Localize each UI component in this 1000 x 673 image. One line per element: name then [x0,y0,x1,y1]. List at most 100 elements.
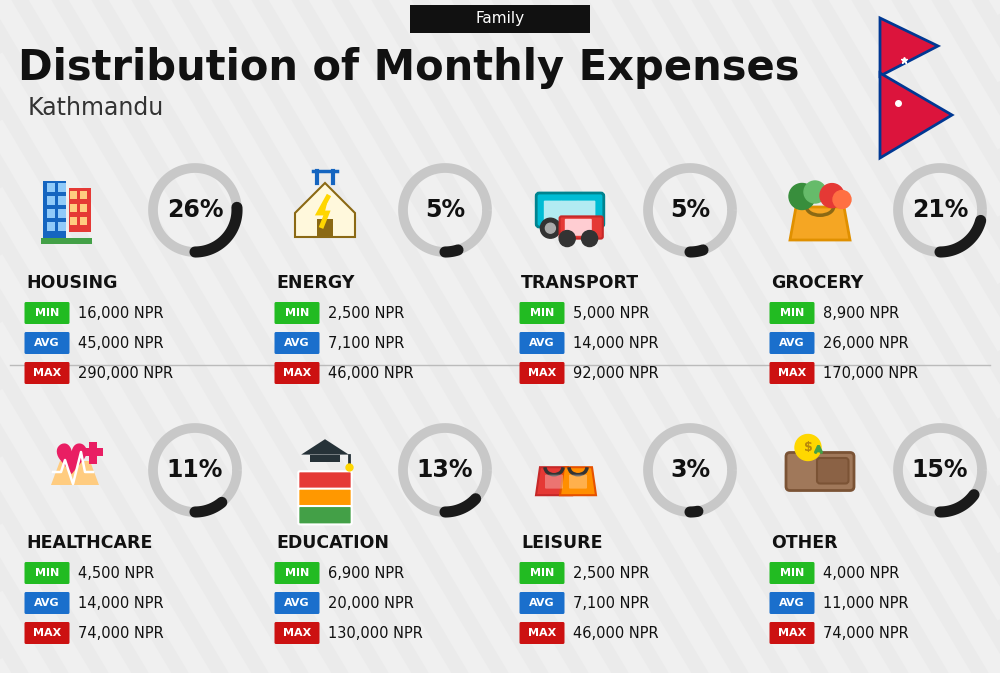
Text: MAX: MAX [778,368,806,378]
FancyBboxPatch shape [536,193,604,227]
Circle shape [580,223,590,234]
FancyBboxPatch shape [545,474,563,489]
Circle shape [789,184,815,209]
Polygon shape [51,461,99,485]
FancyBboxPatch shape [770,562,814,584]
Text: 13%: 13% [417,458,473,482]
FancyBboxPatch shape [520,302,564,324]
Text: 290,000 NPR: 290,000 NPR [78,365,173,380]
Text: EDUCATION: EDUCATION [276,534,389,552]
Polygon shape [790,207,850,240]
Circle shape [575,218,595,238]
Polygon shape [295,183,355,237]
Text: 8,900 NPR: 8,900 NPR [823,306,899,320]
FancyBboxPatch shape [520,362,564,384]
FancyBboxPatch shape [24,302,70,324]
FancyBboxPatch shape [24,332,70,354]
FancyBboxPatch shape [770,592,814,614]
Text: AVG: AVG [34,598,60,608]
FancyBboxPatch shape [298,506,352,524]
FancyBboxPatch shape [569,474,587,489]
Circle shape [795,435,821,460]
Text: MAX: MAX [778,628,806,638]
Text: 2,500 NPR: 2,500 NPR [328,306,404,320]
Text: 5%: 5% [670,198,710,222]
FancyBboxPatch shape [317,219,333,237]
FancyBboxPatch shape [89,441,97,464]
Text: TRANSPORT: TRANSPORT [521,274,639,292]
FancyBboxPatch shape [770,302,814,324]
FancyBboxPatch shape [274,302,320,324]
FancyBboxPatch shape [274,362,320,384]
Text: 46,000 NPR: 46,000 NPR [573,625,659,641]
FancyBboxPatch shape [58,209,66,218]
Text: MAX: MAX [528,628,556,638]
Polygon shape [536,467,572,495]
Text: AVG: AVG [284,598,310,608]
FancyBboxPatch shape [80,191,87,199]
FancyBboxPatch shape [58,222,66,231]
Text: MIN: MIN [35,308,59,318]
Text: 26,000 NPR: 26,000 NPR [823,336,909,351]
Text: OTHER: OTHER [771,534,838,552]
Text: MAX: MAX [528,368,556,378]
Polygon shape [319,195,329,228]
Text: AVG: AVG [779,338,805,348]
Circle shape [820,184,844,207]
Text: 74,000 NPR: 74,000 NPR [823,625,909,641]
FancyBboxPatch shape [69,188,91,232]
Text: 20,000 NPR: 20,000 NPR [328,596,414,610]
Text: HEALTHCARE: HEALTHCARE [26,534,152,552]
FancyBboxPatch shape [47,196,55,205]
Text: 74,000 NPR: 74,000 NPR [78,625,164,641]
FancyBboxPatch shape [80,204,87,212]
Text: MIN: MIN [530,308,554,318]
Text: HOUSING: HOUSING [26,274,118,292]
Text: 170,000 NPR: 170,000 NPR [823,365,918,380]
Text: 26%: 26% [167,198,223,222]
Polygon shape [560,467,596,495]
Text: 45,000 NPR: 45,000 NPR [78,336,164,351]
Text: $: $ [804,441,812,454]
FancyBboxPatch shape [47,222,55,231]
Circle shape [582,231,598,246]
Text: Distribution of Monthly Expenses: Distribution of Monthly Expenses [18,47,800,89]
Text: 16,000 NPR: 16,000 NPR [78,306,164,320]
FancyBboxPatch shape [410,5,590,33]
Text: AVG: AVG [779,598,805,608]
FancyBboxPatch shape [770,362,814,384]
FancyBboxPatch shape [274,592,320,614]
Text: MAX: MAX [33,368,61,378]
Text: 92,000 NPR: 92,000 NPR [573,365,659,380]
Text: MIN: MIN [285,568,309,578]
FancyBboxPatch shape [817,458,848,483]
FancyBboxPatch shape [24,362,70,384]
FancyBboxPatch shape [70,191,77,199]
FancyBboxPatch shape [770,622,814,644]
Text: MAX: MAX [33,628,61,638]
FancyBboxPatch shape [47,209,55,218]
Polygon shape [301,439,349,454]
Text: 4,000 NPR: 4,000 NPR [823,565,899,581]
Text: LEISURE: LEISURE [521,534,602,552]
FancyBboxPatch shape [43,181,66,239]
FancyBboxPatch shape [83,448,103,456]
Text: ♥: ♥ [52,441,90,483]
FancyBboxPatch shape [520,562,564,584]
FancyBboxPatch shape [565,219,592,236]
FancyBboxPatch shape [310,454,340,462]
FancyBboxPatch shape [561,201,579,221]
FancyBboxPatch shape [70,217,77,225]
FancyBboxPatch shape [24,592,70,614]
Text: 15%: 15% [912,458,968,482]
FancyBboxPatch shape [24,622,70,644]
Polygon shape [880,18,938,76]
FancyBboxPatch shape [58,183,66,192]
Text: 3%: 3% [670,458,710,482]
FancyBboxPatch shape [577,201,595,221]
Text: AVG: AVG [529,338,555,348]
FancyBboxPatch shape [24,562,70,584]
Circle shape [559,231,575,246]
Text: 14,000 NPR: 14,000 NPR [78,596,164,610]
Text: MAX: MAX [283,368,311,378]
